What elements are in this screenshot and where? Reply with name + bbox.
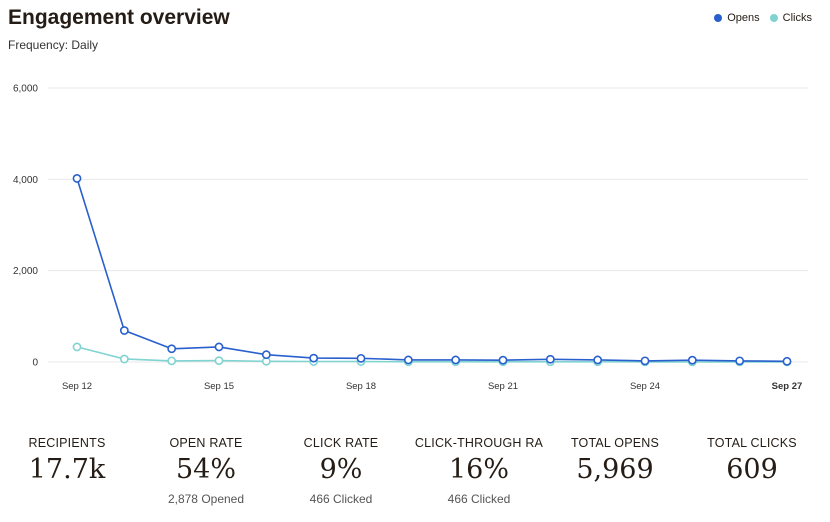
stat-label: RECIPIENTS — [28, 436, 106, 450]
opens-data-point — [640, 356, 650, 366]
stat-subtext: 466 Clicked — [447, 492, 511, 506]
stat-value: 5,969 — [576, 454, 654, 485]
stat-open-rate: OPEN RATE 54% 2,878 Opened — [141, 436, 271, 506]
clicks-data-point — [119, 354, 129, 364]
x-tick-label: Sep 18 — [346, 381, 376, 392]
y-tick-label: 4,000 — [13, 175, 38, 186]
opens-data-point — [545, 354, 555, 364]
stat-click-rate: CLICK RATE 9% 466 Clicked — [276, 436, 406, 506]
opens-data-point — [687, 355, 697, 365]
x-tick-label: Sep 27 — [772, 381, 803, 392]
stat-label: CLICK-THROUGH RA — [414, 436, 544, 450]
y-tick-label: 6,000 — [13, 84, 38, 95]
opens-data-point — [167, 344, 177, 354]
clicks-data-point — [72, 342, 82, 352]
clicks-data-point — [167, 356, 177, 366]
legend-label-clicks: Clicks — [782, 12, 812, 24]
opens-data-point — [451, 355, 461, 365]
stat-value: 16% — [448, 454, 509, 485]
chart-legend: Opens Clicks — [714, 12, 812, 24]
stat-total-opens: TOTAL OPENS 5,969 — [550, 436, 680, 486]
engagement-line-chart: 0 2,000 4,000 6,000 Sep 12 Sep 15 Sep 18 Sep 21… — [13, 84, 808, 392]
opens-data-point — [593, 355, 603, 365]
opens-data-point — [119, 326, 129, 335]
chart-title: Engagement overview — [8, 6, 230, 29]
stat-value: 609 — [726, 454, 778, 485]
clicks-dot-icon — [769, 14, 778, 22]
x-tick-label: Sep 21 — [488, 381, 518, 392]
series-line-opens — [76, 178, 788, 363]
stat-value: 9% — [319, 454, 363, 485]
y-tick-label: 2,000 — [13, 266, 38, 277]
opens-data-point — [72, 174, 82, 183]
legend-item-opens[interactable]: Opens — [714, 12, 760, 24]
opens-data-point — [309, 353, 319, 363]
stat-value: 17.7k — [28, 454, 106, 485]
opens-data-point — [782, 356, 792, 366]
clicks-data-point — [214, 356, 224, 366]
opens-data-point — [498, 355, 508, 365]
stats-row: RECIPIENTS 17.7k OPEN RATE 54% 2,878 Ope… — [0, 436, 830, 516]
stat-subtext: 466 Clicked — [309, 492, 373, 506]
stat-label: CLICK RATE — [303, 436, 379, 450]
stat-label: TOTAL CLICKS — [707, 436, 797, 450]
x-tick-label: Sep 24 — [630, 381, 660, 392]
stat-recipients: RECIPIENTS 17.7k — [2, 436, 132, 486]
stat-label: OPEN RATE — [169, 436, 243, 450]
series-line-clicks — [76, 346, 787, 363]
stat-value: 54% — [175, 454, 236, 485]
frequency-label: Frequency: Daily — [8, 38, 99, 52]
stat-label: TOTAL OPENS — [570, 436, 660, 450]
x-tick-label: Sep 15 — [204, 381, 234, 392]
opens-data-point — [403, 355, 413, 365]
opens-data-point — [735, 356, 745, 366]
opens-data-point — [214, 342, 224, 352]
stat-click-through-rate: CLICK-THROUGH RA 16% 466 Clicked — [414, 436, 544, 506]
opens-dot-icon — [714, 14, 723, 22]
y-tick-label: 0 — [32, 358, 38, 369]
stat-subtext: 2,878 Opened — [167, 492, 245, 506]
opens-data-point — [356, 353, 366, 363]
stat-total-clicks: TOTAL CLICKS 609 — [687, 436, 817, 486]
opens-data-point — [261, 350, 271, 360]
x-tick-label: Sep 12 — [62, 381, 92, 392]
legend-label-opens: Opens — [727, 12, 760, 24]
legend-item-clicks[interactable]: Clicks — [769, 12, 812, 24]
